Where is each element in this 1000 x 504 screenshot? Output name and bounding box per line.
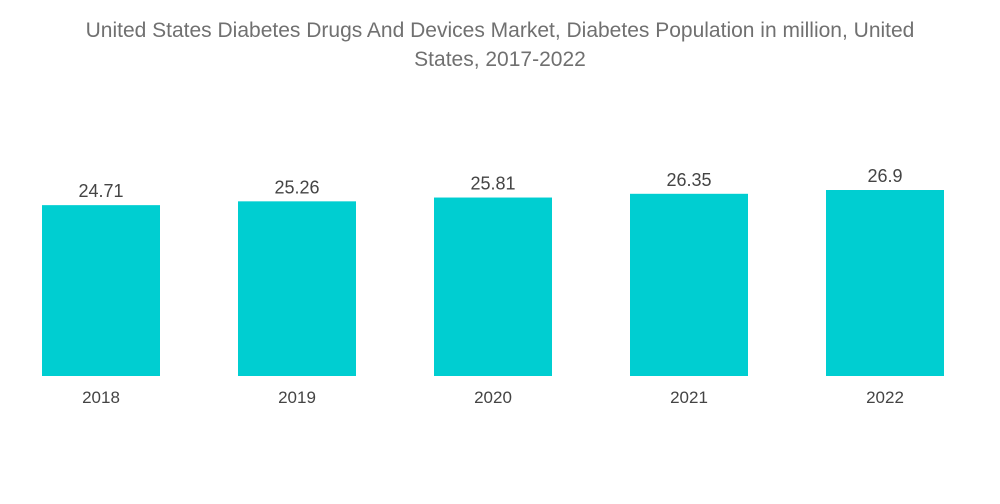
bar-2020 (434, 197, 552, 376)
x-tick-label-2020: 2020 (474, 388, 512, 407)
x-tick-label-2021: 2021 (670, 388, 708, 407)
chart-title-line-2: States, 2017-2022 (414, 48, 586, 71)
chart-title: United States Diabetes Drugs And Devices… (0, 16, 1000, 74)
value-label-2022: 26.9 (867, 166, 902, 186)
x-tick-label-2019: 2019 (278, 388, 316, 407)
value-label-2019: 25.26 (274, 177, 319, 197)
bar-2018 (42, 205, 160, 376)
value-label-2020: 25.81 (470, 174, 515, 194)
bar-2021 (630, 193, 748, 376)
bar-2022 (826, 190, 944, 376)
bar-2019 (238, 201, 356, 376)
x-tick-label-2022: 2022 (866, 388, 904, 407)
x-tick-label-2018: 2018 (82, 388, 120, 407)
value-label-2018: 24.71 (78, 181, 123, 201)
chart-title-line-1: United States Diabetes Drugs And Devices… (85, 19, 915, 42)
value-label-2021: 26.35 (666, 170, 711, 190)
